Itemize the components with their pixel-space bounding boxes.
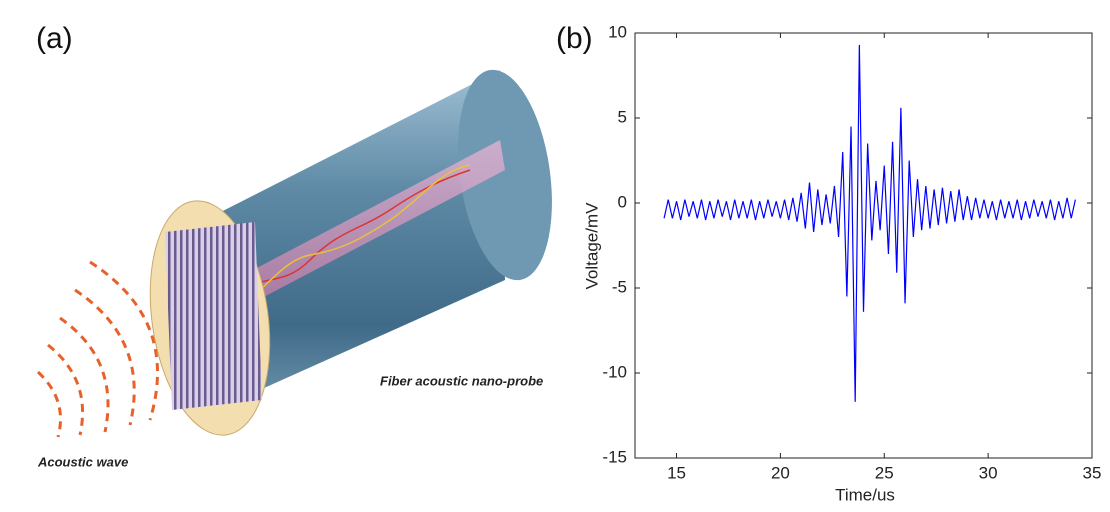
x-tick-label: 15 — [667, 463, 686, 482]
wave-label: Acoustic wave — [37, 454, 128, 469]
plot-frame — [634, 32, 1093, 459]
acoustic-waves — [36, 260, 159, 438]
nano-grating — [165, 222, 262, 410]
y-tick-label: 0 — [618, 192, 627, 211]
y-tick-label: -10 — [602, 362, 627, 381]
fiber-end — [458, 69, 552, 281]
wave-red — [229, 169, 471, 301]
y-tick-label: -15 — [602, 447, 627, 466]
panel-label: (b) — [556, 22, 593, 55]
probe-diagram — [36, 69, 552, 438]
x-tick-label: 30 — [979, 463, 998, 482]
signal-line — [663, 44, 1076, 402]
wave-yellow — [229, 164, 471, 311]
y-tick-label: 5 — [618, 107, 627, 126]
probe-label: Fiber acoustic nano-probe — [380, 373, 543, 388]
x-tick-label: 35 — [1083, 463, 1102, 482]
x-axis-label: Time/us — [835, 485, 895, 504]
x-tick-label: 20 — [771, 463, 790, 482]
y-tick-label: -5 — [612, 277, 627, 296]
y-tick-label: 10 — [608, 22, 627, 41]
panel-label: (a) — [36, 22, 73, 55]
y-axis-label: Voltage/mV — [582, 202, 601, 290]
x-tick-label: 25 — [875, 463, 894, 482]
